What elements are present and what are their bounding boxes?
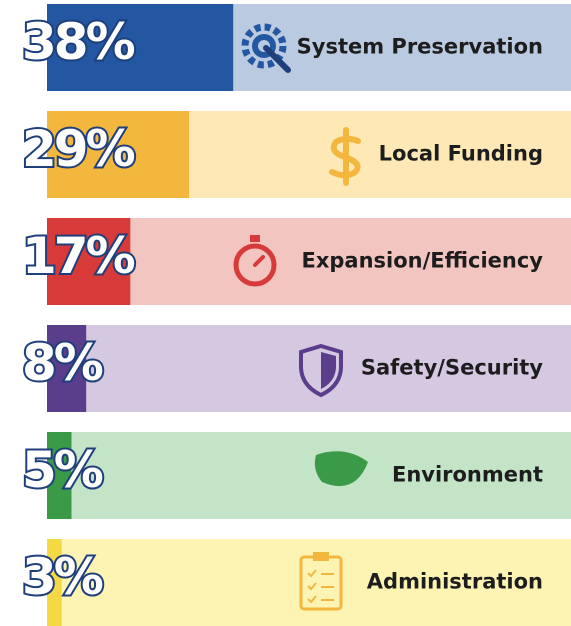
leaf-icon [314,451,368,487]
value-label: 5% [22,441,103,499]
value-label: 17% [22,227,135,285]
category-label: Environment [392,463,543,487]
category-label: Administration [367,570,543,594]
bar-background [47,432,571,519]
gear-icon [241,23,291,73]
category-label: Expansion/Efficiency [301,249,543,273]
clipboard-icon [299,552,343,611]
dollar-icon [329,127,361,186]
category-label: Safety/Security [361,356,543,380]
labels: System Preservation 38% Local Funding 29% Ex… [20,11,543,608]
value-label: 29% [22,120,135,178]
icons [233,23,368,611]
stopwatch-icon [233,235,277,287]
bar-background [47,539,571,626]
bar [47,432,72,519]
bar [47,111,190,198]
value-label: 3% [22,548,103,606]
bars [47,4,571,626]
bar [47,218,131,305]
bar [47,325,87,412]
bar-background [47,218,571,305]
value-label: 8% [22,334,103,392]
category-label: System Preservation [297,35,543,59]
value-label: 38% [22,13,135,71]
shield-half [321,352,336,389]
category-label: Local Funding [379,142,543,166]
bar [47,539,62,626]
bar [47,4,234,91]
